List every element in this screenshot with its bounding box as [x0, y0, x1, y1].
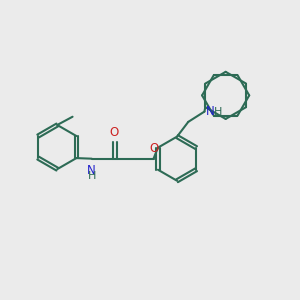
Text: H: H — [88, 171, 96, 181]
Text: O: O — [110, 126, 119, 139]
Text: N: N — [87, 164, 96, 177]
Text: N: N — [206, 105, 214, 118]
Text: H: H — [214, 106, 223, 117]
Text: O: O — [149, 142, 158, 155]
